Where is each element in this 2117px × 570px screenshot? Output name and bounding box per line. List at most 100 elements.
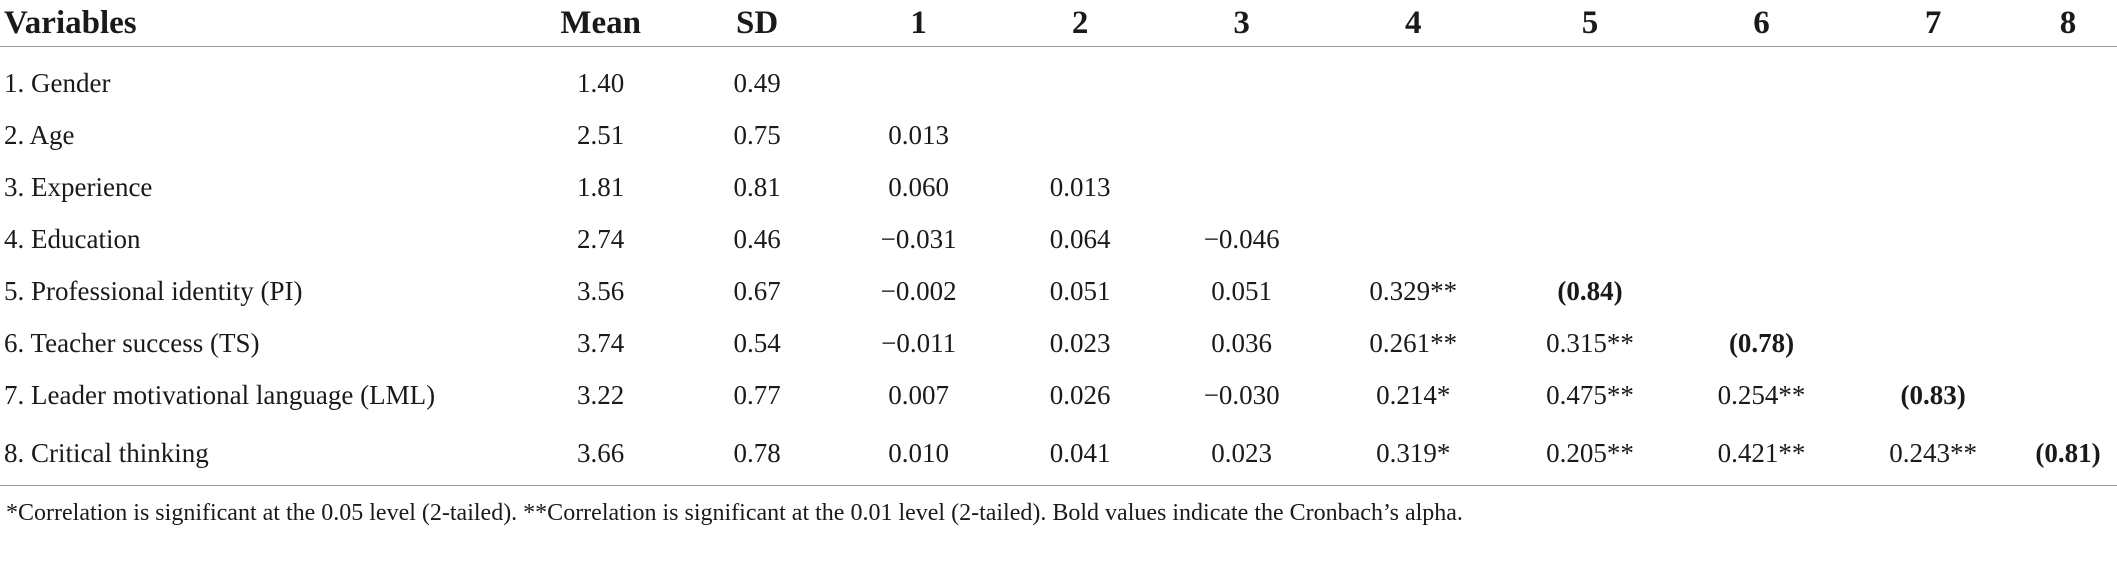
corr-cell: −0.030 bbox=[1203, 379, 1280, 410]
header-variables: Variables bbox=[0, 0, 525, 47]
corr-cell bbox=[2019, 317, 2117, 369]
corr-cell: 0.214* bbox=[1376, 379, 1451, 410]
alpha-cell: (0.84) bbox=[1557, 275, 1623, 306]
corr-cell bbox=[2019, 213, 2117, 265]
corr-cell: 0.205** bbox=[1504, 421, 1676, 486]
sd-cell: 0.54 bbox=[733, 327, 781, 358]
variable-cell: 6. Teacher success (TS) bbox=[4, 327, 260, 358]
corr-cell: 0.060 bbox=[888, 171, 950, 202]
mean-cell: 1.40 bbox=[577, 67, 625, 98]
corr-cell bbox=[2019, 47, 2117, 110]
mean-cell: 3.56 bbox=[577, 275, 625, 306]
corr-cell: 0.315** bbox=[1546, 327, 1634, 358]
table-row: 8. Critical thinking 3.66 0.78 0.010 0.0… bbox=[0, 421, 2117, 486]
corr-cell: 0.319* bbox=[1322, 421, 1505, 486]
corr-cell bbox=[1847, 109, 2019, 161]
corr-cell: 0.243** bbox=[1847, 421, 2019, 486]
variable-cell: 7. Leader motivational language (LML) bbox=[4, 379, 436, 410]
header-col-4: 4 bbox=[1322, 0, 1505, 47]
corr-cell: 0.007 bbox=[888, 379, 950, 410]
table-footnote: *Correlation is significant at the 0.05 … bbox=[6, 500, 1463, 526]
variable-cell: 4. Education bbox=[4, 223, 141, 254]
corr-cell: 0.064 bbox=[1049, 223, 1111, 254]
variable-cell: 2. Age bbox=[4, 119, 75, 150]
table-row: 5. Professional identity (PI) 3.56 0.67 … bbox=[0, 265, 2117, 317]
corr-cell bbox=[1504, 47, 1676, 110]
alpha-cell: (0.78) bbox=[1728, 327, 1795, 358]
corr-cell bbox=[1847, 161, 2019, 213]
corr-cell bbox=[1504, 161, 1676, 213]
header-sd: SD bbox=[676, 0, 838, 47]
corr-cell: 0.051 bbox=[1211, 275, 1273, 306]
corr-cell: 0.261** bbox=[1369, 327, 1458, 358]
corr-cell bbox=[1676, 213, 1848, 265]
corr-cell: −0.011 bbox=[881, 327, 957, 358]
table-row: 6. Teacher success (TS) 3.74 0.54 −0.011… bbox=[0, 317, 2117, 369]
mean-cell: 3.74 bbox=[577, 327, 625, 358]
corr-cell bbox=[1847, 47, 2019, 110]
mean-cell: 2.51 bbox=[577, 119, 625, 150]
variable-cell: 1. Gender bbox=[4, 67, 111, 98]
table-row: 3. Experience 1.81 0.81 0.060 0.013 bbox=[0, 161, 2117, 213]
corr-cell bbox=[1322, 109, 1504, 161]
mean-cell: 1.81 bbox=[577, 171, 625, 202]
sd-cell: 0.49 bbox=[733, 67, 781, 98]
corr-cell: 0.023 bbox=[1049, 327, 1111, 358]
correlation-table: Variables Mean SD 1 2 3 4 5 6 7 8 1. Gen… bbox=[0, 0, 2117, 486]
correlation-table-container: Variables Mean SD 1 2 3 4 5 6 7 8 1. Gen… bbox=[0, 0, 2117, 486]
header-col-1: 1 bbox=[837, 0, 1000, 47]
corr-cell bbox=[1504, 109, 1676, 161]
variable-cell: 8. Critical thinking bbox=[0, 421, 525, 486]
corr-cell: −0.046 bbox=[1203, 223, 1280, 254]
corr-cell bbox=[999, 47, 1161, 110]
mean-cell: 3.66 bbox=[524, 421, 677, 486]
header-col-6: 6 bbox=[1675, 0, 1848, 47]
corr-cell: 0.026 bbox=[1049, 379, 1111, 410]
corr-cell bbox=[1676, 161, 1848, 213]
corr-cell bbox=[999, 109, 1161, 161]
header-mean: Mean bbox=[524, 0, 677, 47]
alpha-cell: (0.81) bbox=[2018, 421, 2117, 486]
sd-cell: 0.46 bbox=[733, 223, 781, 254]
corr-cell: −0.031 bbox=[880, 223, 957, 254]
variable-cell: 5. Professional identity (PI) bbox=[4, 275, 303, 306]
corr-cell bbox=[2019, 161, 2117, 213]
corr-cell bbox=[1504, 213, 1676, 265]
sd-cell: 0.78 bbox=[676, 421, 838, 486]
corr-cell bbox=[1322, 161, 1504, 213]
corr-cell bbox=[1161, 47, 1323, 110]
mean-cell: 3.22 bbox=[577, 379, 625, 410]
corr-cell: 0.013 bbox=[1049, 171, 1111, 202]
corr-cell bbox=[1322, 47, 1504, 110]
corr-cell bbox=[2019, 109, 2117, 161]
sd-cell: 0.81 bbox=[733, 171, 781, 202]
variable-cell: 3. Experience bbox=[4, 171, 153, 202]
corr-cell: −0.002 bbox=[880, 275, 957, 306]
header-col-2: 2 bbox=[999, 0, 1161, 47]
corr-cell: 0.041 bbox=[999, 421, 1161, 486]
corr-cell bbox=[2019, 369, 2117, 421]
mean-cell: 2.74 bbox=[577, 223, 625, 254]
table-row: 7. Leader motivational language (LML) 3.… bbox=[0, 369, 2117, 421]
corr-cell: 0.329** bbox=[1369, 275, 1458, 306]
corr-cell: 0.013 bbox=[888, 119, 950, 150]
corr-cell bbox=[1847, 265, 2019, 317]
header-col-5: 5 bbox=[1504, 0, 1676, 47]
header-col-8: 8 bbox=[2018, 0, 2117, 47]
corr-cell bbox=[1847, 213, 2019, 265]
sd-cell: 0.77 bbox=[733, 379, 781, 410]
corr-cell bbox=[838, 47, 1000, 110]
corr-cell bbox=[1676, 47, 1848, 110]
corr-cell bbox=[1676, 109, 1848, 161]
corr-cell bbox=[1161, 161, 1323, 213]
corr-cell bbox=[1847, 317, 2019, 369]
table-row: 4. Education 2.74 0.46 −0.031 0.064 −0.0… bbox=[0, 213, 2117, 265]
sd-cell: 0.67 bbox=[733, 275, 781, 306]
table-row: 1. Gender 1.40 0.49 bbox=[0, 47, 2117, 110]
corr-cell: 0.023 bbox=[1160, 421, 1323, 486]
sd-cell: 0.75 bbox=[733, 119, 781, 150]
header-row: Variables Mean SD 1 2 3 4 5 6 7 8 bbox=[0, 0, 2117, 47]
corr-cell: 0.051 bbox=[1049, 275, 1111, 306]
header-col-3: 3 bbox=[1160, 0, 1323, 47]
corr-cell bbox=[1161, 109, 1323, 161]
